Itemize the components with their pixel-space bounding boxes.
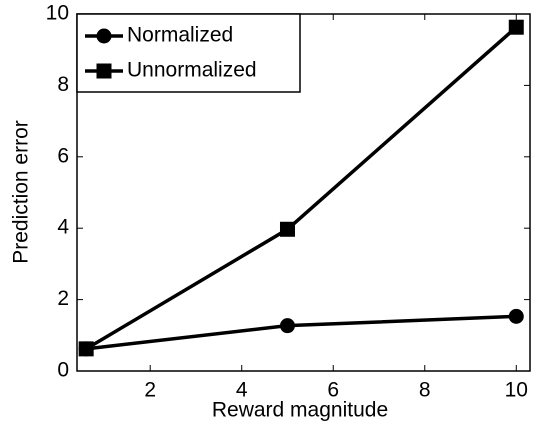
legend-label: Unnormalized	[127, 59, 257, 82]
y-tick-label: 8	[57, 73, 69, 96]
y-tick-label: 6	[57, 144, 69, 167]
y-tick-label: 0	[57, 359, 69, 382]
legend-label: Normalized	[127, 24, 233, 47]
x-tick-label: 8	[419, 379, 431, 402]
x-axis-label: Reward magnitude	[212, 399, 388, 422]
x-tick-label: 6	[327, 379, 339, 402]
y-tick-label: 4	[57, 216, 69, 239]
y-tick-label: 10	[46, 2, 69, 25]
marker	[78, 341, 94, 357]
series-line	[85, 314, 517, 351]
plot-area	[76, 13, 531, 372]
marker	[508, 19, 524, 35]
marker	[508, 308, 524, 324]
y-axis-label: Prediction error	[10, 120, 33, 264]
marker	[96, 28, 112, 44]
marker	[96, 63, 112, 79]
y-tick-label: 2	[57, 287, 69, 310]
marker	[279, 221, 295, 237]
marker	[279, 318, 295, 334]
x-tick-label: 2	[144, 379, 156, 402]
x-tick-label: 4	[236, 379, 248, 402]
x-tick-label: 10	[505, 379, 528, 402]
legend-box	[76, 13, 301, 93]
